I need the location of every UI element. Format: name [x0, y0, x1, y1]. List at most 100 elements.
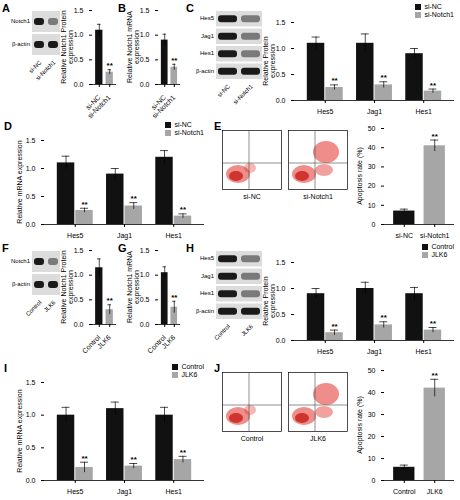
svg-text:0.5: 0.5	[74, 56, 84, 63]
svg-text:1.5: 1.5	[140, 247, 150, 254]
svg-text:**: **	[171, 293, 178, 302]
svg-text:50: 50	[368, 125, 376, 132]
svg-text:**: **	[131, 194, 138, 203]
svg-text:50: 50	[368, 367, 376, 374]
svg-text:Hes5: Hes5	[200, 255, 215, 261]
svg-text:Control: Control	[25, 299, 43, 317]
svg-text:JLK6: JLK6	[43, 299, 57, 313]
svg-text:0.0: 0.0	[140, 321, 150, 328]
svg-text:si-Notch1: si-Notch1	[232, 83, 255, 106]
svg-text:1.5: 1.5	[26, 137, 36, 144]
svg-text:**: **	[107, 296, 114, 305]
svg-text:JLK6: JLK6	[240, 323, 254, 337]
svg-text:β-actin: β-actin	[12, 281, 30, 287]
svg-text:10: 10	[368, 455, 376, 462]
svg-text:1.0: 1.0	[276, 285, 286, 292]
svg-text:**: **	[432, 371, 439, 380]
svg-text:JLK6: JLK6	[427, 488, 443, 495]
svg-text:0.5: 0.5	[26, 193, 36, 200]
svg-text:0.0: 0.0	[276, 97, 286, 104]
svg-text:0.5: 0.5	[276, 311, 286, 318]
svg-text:1.0: 1.0	[140, 271, 150, 278]
svg-text:Control: Control	[213, 323, 231, 341]
svg-text:30: 30	[368, 411, 376, 418]
svg-text:Hes1: Hes1	[200, 50, 215, 56]
svg-text:**: **	[180, 448, 187, 457]
svg-text:**: **	[107, 61, 114, 70]
svg-text:20: 20	[368, 182, 376, 189]
svg-text:0.0: 0.0	[26, 477, 36, 484]
svg-text:Hes5: Hes5	[67, 232, 83, 239]
svg-text:0.5: 0.5	[140, 56, 150, 63]
svg-text:Jag1: Jag1	[117, 232, 132, 240]
svg-text:JLK6: JLK6	[96, 334, 112, 350]
svg-text:si-NC: si-NC	[216, 83, 231, 98]
svg-text:Hes5: Hes5	[67, 488, 83, 495]
svg-text:β-actin: β-actin	[196, 68, 214, 74]
svg-text:**: **	[331, 322, 338, 331]
svg-text:0.5: 0.5	[140, 296, 150, 303]
svg-text:**: **	[331, 76, 338, 85]
svg-text:1.0: 1.0	[26, 411, 36, 418]
svg-text:1.5: 1.5	[74, 7, 84, 14]
svg-text:0.0: 0.0	[26, 221, 36, 228]
svg-text:Control: Control	[393, 488, 416, 495]
svg-text:**: **	[81, 200, 88, 209]
svg-text:0.5: 0.5	[26, 444, 36, 451]
svg-text:0.5: 0.5	[276, 71, 286, 78]
svg-text:**: **	[381, 73, 388, 82]
svg-text:1.5: 1.5	[276, 259, 286, 266]
svg-text:1.0: 1.0	[26, 165, 36, 172]
svg-text:Hes1: Hes1	[166, 488, 182, 495]
svg-text:30: 30	[368, 163, 376, 170]
svg-text:Hes5: Hes5	[317, 108, 333, 115]
svg-text:**: **	[171, 56, 178, 65]
svg-text:Notch1: Notch1	[11, 258, 31, 264]
svg-text:β-actin: β-actin	[12, 41, 30, 47]
svg-text:40: 40	[368, 389, 376, 396]
svg-text:Hes1: Hes1	[166, 232, 182, 239]
svg-text:1.5: 1.5	[276, 19, 286, 26]
svg-text:si-Notch1: si-Notch1	[151, 94, 177, 120]
svg-text:Jag1: Jag1	[117, 488, 132, 496]
svg-text:β-actin: β-actin	[196, 308, 214, 314]
svg-text:**: **	[131, 455, 138, 464]
svg-text:0: 0	[372, 221, 376, 228]
svg-text:0: 0	[372, 477, 376, 484]
svg-text:Hes5: Hes5	[200, 15, 215, 21]
svg-text:JLK6: JLK6	[160, 334, 176, 350]
svg-text:1.0: 1.0	[140, 31, 150, 38]
svg-text:si-Notch1: si-Notch1	[34, 59, 57, 82]
svg-text:1.0: 1.0	[74, 31, 84, 38]
svg-text:20: 20	[368, 433, 376, 440]
svg-text:Hes1: Hes1	[416, 108, 432, 115]
svg-text:si-NC: si-NC	[396, 232, 414, 239]
svg-text:0.0: 0.0	[276, 337, 286, 344]
svg-text:**: **	[430, 319, 437, 328]
svg-text:10: 10	[368, 202, 376, 209]
svg-text:Hes1: Hes1	[200, 290, 215, 296]
svg-text:**: **	[180, 205, 187, 214]
svg-text:Jag1: Jag1	[201, 273, 215, 279]
svg-text:Jag1: Jag1	[367, 348, 382, 356]
svg-text:Notch1: Notch1	[11, 18, 31, 24]
svg-text:0.0: 0.0	[140, 81, 150, 88]
svg-text:0.5: 0.5	[74, 296, 84, 303]
svg-text:1.5: 1.5	[140, 7, 150, 14]
svg-text:**: **	[381, 313, 388, 322]
svg-text:Hes5: Hes5	[317, 348, 333, 355]
svg-text:Hes1: Hes1	[416, 348, 432, 355]
svg-text:**: **	[432, 132, 439, 141]
svg-text:40: 40	[368, 144, 376, 151]
svg-text:1.5: 1.5	[26, 379, 36, 386]
svg-text:1.0: 1.0	[276, 45, 286, 52]
svg-text:0.0: 0.0	[74, 81, 84, 88]
svg-text:1.0: 1.0	[74, 271, 84, 278]
svg-text:0.0: 0.0	[74, 321, 84, 328]
svg-text:1.5: 1.5	[74, 247, 84, 254]
svg-text:Jag1: Jag1	[367, 108, 382, 116]
svg-text:Jag1: Jag1	[201, 33, 215, 39]
svg-text:**: **	[430, 81, 437, 90]
svg-text:**: **	[81, 454, 88, 463]
svg-text:si-Notch1: si-Notch1	[86, 94, 112, 120]
